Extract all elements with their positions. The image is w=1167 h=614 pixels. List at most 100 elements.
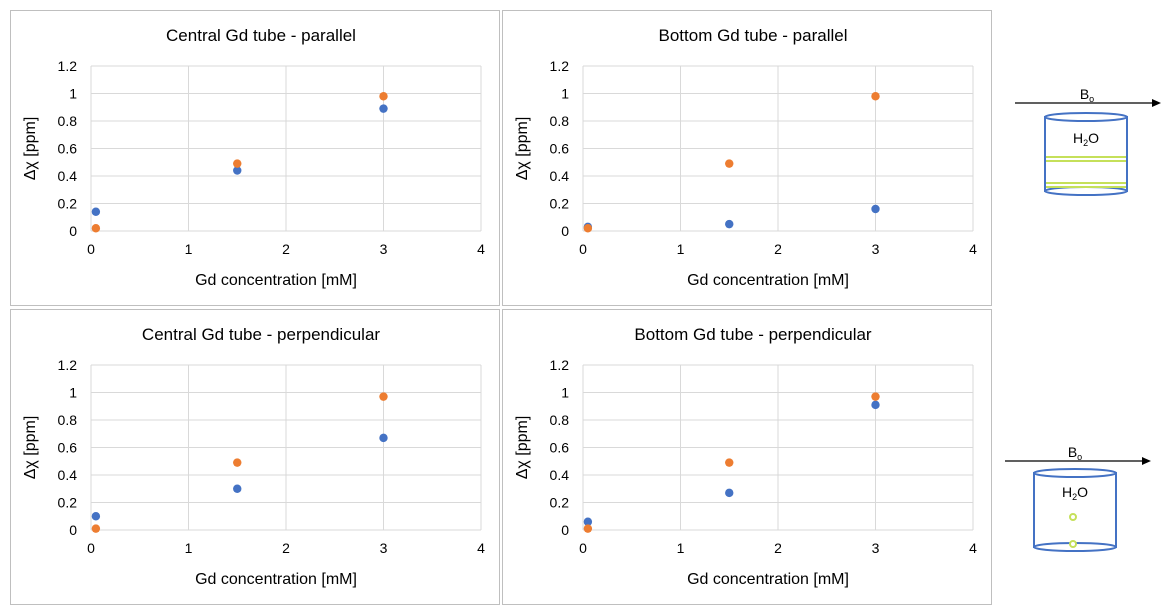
y-tick-label: 0.2 [550,495,570,511]
x-tick-label: 4 [969,540,977,556]
x-tick-label: 3 [380,540,388,556]
y-tick-label: 0.4 [550,168,570,184]
chart-title: Bottom Gd tube - parallel [659,26,848,45]
y-tick-label: 0.2 [58,196,78,212]
y-tick-label: 0.2 [58,495,78,511]
x-axis-label: Gd concentration [mM] [195,272,357,289]
chart-bottom-perpendicular: Bottom Gd tube - perpendicular 0 0.2 0.4 0.6… [514,325,977,588]
data-point [871,92,880,101]
y-axis-label: Δχ [ppm] [514,117,531,181]
water-label: H2O [1062,484,1088,502]
data-point [871,204,880,214]
y-tick-label: 1.2 [550,357,570,373]
y-tick-label: 1 [69,385,77,401]
data-point [379,104,388,113]
field-arrow-head [1142,457,1151,465]
x-tick-label: 4 [969,241,977,257]
chart-panel-central-perpendicular: Central Gd tube - perpendicular 0 0.2 0.4 0.… [10,309,500,605]
tube-bottom [1044,186,1128,196]
gd-tube-central-dot [1069,513,1077,521]
data-point [379,433,388,443]
chart-panel-central-parallel: Central Gd tube - parallel 0 0.2 0.4 0.6 0.8 1… [10,10,500,306]
data-point [379,392,388,401]
x-tick-label: 3 [872,241,880,257]
y-tick-label: 0 [561,522,569,538]
data-point [725,488,734,498]
y-axis-label: Δχ [ppm] [514,416,531,480]
y-tick-label: 1 [561,385,569,401]
y-tick-label: 1.2 [58,58,78,74]
chart-panel-bottom-parallel: Bottom Gd tube - parallel 0 0.2 0.4 0.6 0.8 1 1… [502,10,992,306]
y-axis-label: Δχ [ppm] [22,117,39,181]
data-point [233,458,242,467]
field-label: Bo [1080,86,1094,104]
y-tick-label: 0 [561,223,569,239]
x-tick-label: 1 [185,241,193,257]
chart-central-perpendicular: Central Gd tube - perpendicular 0 0.2 0.4 0.… [22,325,485,588]
x-axis-label: Gd concentration [mM] [687,272,849,289]
tube-top [1033,468,1117,478]
y-tick-label: 0.6 [550,141,570,157]
x-tick-label: 2 [282,241,290,257]
x-tick-label: 2 [774,540,782,556]
tube-body [1033,472,1117,548]
y-tick-label: 0.6 [550,440,570,456]
y-tick-label: 0.8 [58,113,78,129]
gd-tube-bottom-dot [1069,540,1077,548]
y-tick-label: 0.8 [550,113,570,129]
tube-top [1044,112,1128,122]
data-point [725,219,734,229]
y-tick-label: 0.4 [550,467,570,483]
data-point [583,224,593,233]
data-point [725,159,734,168]
x-tick-label: 0 [579,540,587,556]
x-tick-label: 0 [87,241,95,257]
field-arrow-head [1152,99,1161,107]
x-tick-label: 1 [185,540,193,556]
data-point [725,458,734,467]
data-point [233,166,242,175]
y-axis-label: Δχ [ppm] [22,416,39,480]
x-tick-label: 4 [477,241,485,257]
data-point [91,524,101,533]
chart-title: Central Gd tube - parallel [166,26,356,45]
chart-title: Central Gd tube - perpendicular [142,325,380,344]
x-tick-label: 0 [579,241,587,257]
chart-central-parallel: Central Gd tube - parallel 0 0.2 0.4 0.6 0.8 1… [22,26,485,289]
data-point [379,92,388,101]
x-axis-label: Gd concentration [mM] [195,571,357,588]
x-tick-label: 2 [282,540,290,556]
y-tick-label: 0.6 [58,141,78,157]
water-label: H2O [1073,130,1099,148]
diagram-parallel: Bo H2O [1015,86,1161,196]
chart-panel-bottom-perpendicular: Bottom Gd tube - perpendicular 0 0.2 0.4 0.6… [502,309,992,605]
y-tick-label: 0.8 [58,412,78,428]
y-tick-label: 0.8 [550,412,570,428]
data-point [91,224,101,233]
data-point [91,207,101,216]
diagram-perpendicular: Bo H2O [1005,444,1151,552]
y-tick-label: 1.2 [58,357,78,373]
data-point [233,159,242,168]
y-tick-label: 0.4 [58,168,78,184]
y-tick-label: 0.6 [58,440,78,456]
x-tick-label: 3 [872,540,880,556]
field-label: Bo [1068,444,1082,462]
y-tick-label: 0 [69,223,77,239]
x-tick-label: 3 [380,241,388,257]
y-tick-label: 1 [561,86,569,102]
x-tick-label: 1 [677,540,685,556]
x-tick-label: 4 [477,540,485,556]
y-tick-label: 0.2 [550,196,570,212]
data-point [233,484,242,493]
data-point [871,400,880,410]
data-point [871,392,880,401]
tube-body [1044,116,1128,192]
x-axis-label: Gd concentration [mM] [687,571,849,588]
data-point [583,517,593,526]
y-tick-label: 1 [69,86,77,102]
chart-title: Bottom Gd tube - perpendicular [634,325,872,344]
y-tick-label: 0.4 [58,467,78,483]
data-point [583,524,593,533]
y-tick-label: 1.2 [550,58,570,74]
